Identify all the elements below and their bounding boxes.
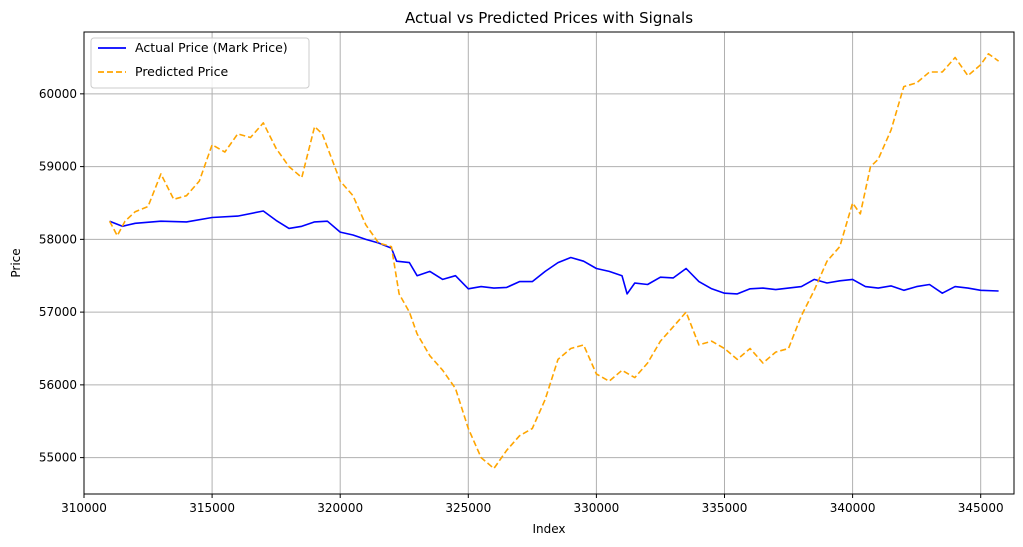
legend-label-predicted: Predicted Price <box>135 64 228 79</box>
x-axis-label: Index <box>532 522 565 536</box>
grid <box>83 32 1014 494</box>
legend-label-actual: Actual Price (Mark Price) <box>135 40 288 55</box>
y-tick-label: 55000 <box>39 451 77 465</box>
y-tick-label: 60000 <box>39 87 77 101</box>
x-tick-label: 325000 <box>445 501 491 515</box>
y-axis: 55000 56000 57000 58000 59000 60000 <box>39 87 84 465</box>
y-tick-label: 56000 <box>39 378 77 392</box>
x-tick-label: 320000 <box>317 501 363 515</box>
chart-title: Actual vs Predicted Prices with Signals <box>405 9 693 27</box>
x-tick-label: 310000 <box>61 501 107 515</box>
y-axis-label: Price <box>9 248 23 277</box>
y-tick-label: 59000 <box>39 160 77 174</box>
x-tick-label: 340000 <box>830 501 876 515</box>
y-tick-label: 57000 <box>39 305 77 319</box>
x-tick-label: 345000 <box>958 501 1004 515</box>
plot-frame <box>83 31 1015 495</box>
x-tick-label: 330000 <box>573 501 619 515</box>
legend: Actual Price (Mark Price) Predicted Pric… <box>90 37 310 89</box>
series-layer <box>108 53 1000 470</box>
predicted-price-line <box>108 53 1000 470</box>
y-tick-label: 58000 <box>39 232 77 246</box>
actual-price-line <box>109 210 999 295</box>
x-axis: 310000 315000 320000 325000 330000 335000 3400… <box>61 494 1004 515</box>
legend-box <box>90 37 310 89</box>
x-tick-label: 335000 <box>702 501 748 515</box>
x-tick-label: 315000 <box>189 501 235 515</box>
